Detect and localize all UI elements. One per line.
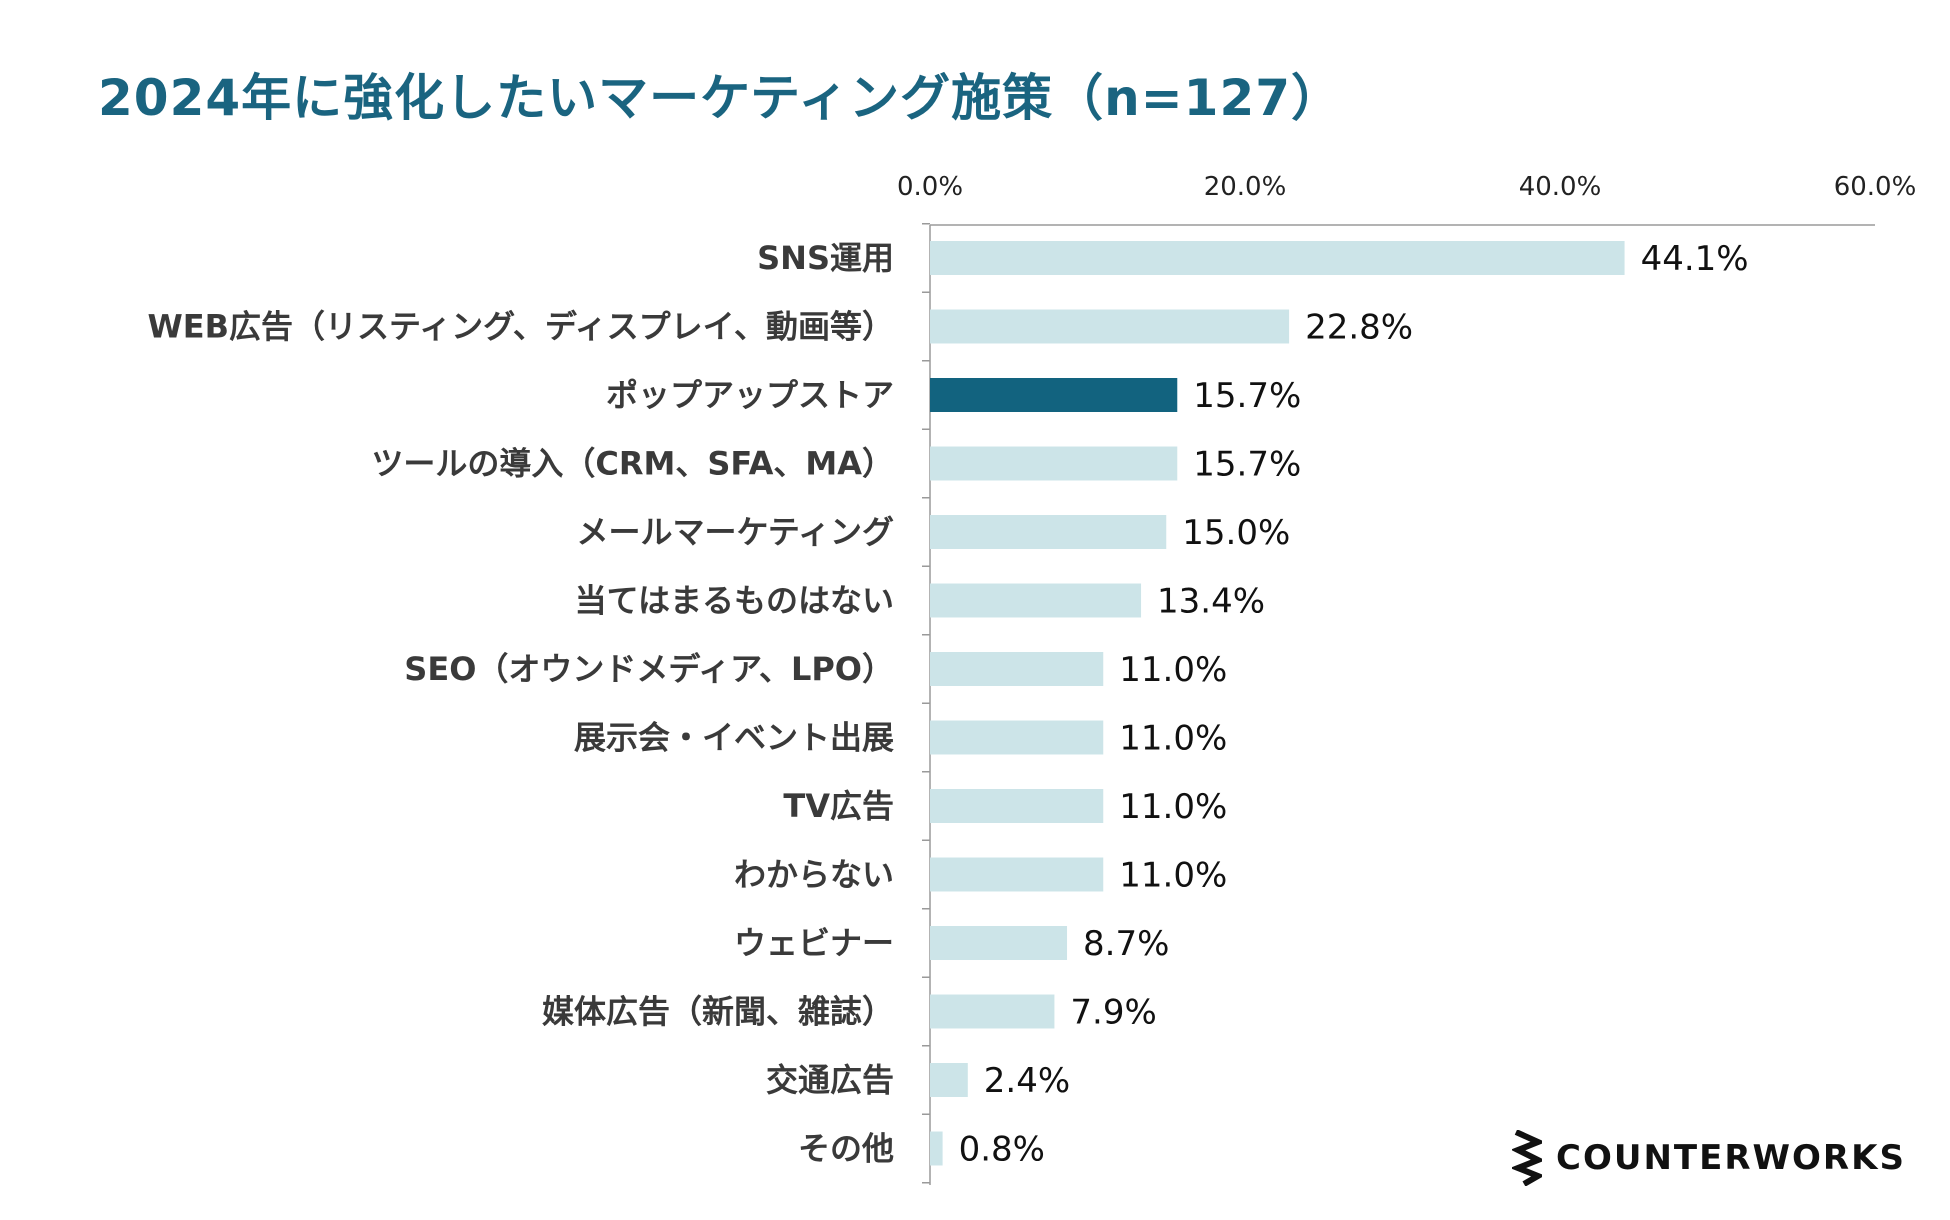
category-label: WEB広告（リスティング、ディスプレイ、動画等） xyxy=(147,308,894,346)
category-label: ポップアップストア xyxy=(606,376,894,414)
category-label: メールマーケティング xyxy=(577,513,894,551)
brand-logo: COUNTERWORKS xyxy=(1512,1130,1906,1186)
bar xyxy=(930,1063,968,1097)
data-label: 11.0% xyxy=(1119,650,1227,690)
category-label: 展示会・イベント出展 xyxy=(574,719,894,757)
data-label: 0.8% xyxy=(959,1130,1045,1170)
data-label: 11.0% xyxy=(1119,719,1227,759)
x-tick-label: 60.0% xyxy=(1834,172,1917,202)
bar xyxy=(930,309,1290,344)
data-label: 15.0% xyxy=(1182,513,1290,553)
bar xyxy=(930,994,1055,1029)
category-label: 交通広告 xyxy=(766,1061,894,1099)
bar xyxy=(930,583,1142,618)
brand-name: COUNTERWORKS xyxy=(1556,1138,1906,1178)
data-label: 44.1% xyxy=(1641,239,1749,279)
bar xyxy=(930,926,1068,960)
category-label: ツールの導入（CRM、SFA、MA） xyxy=(371,445,894,483)
data-label: 2.4% xyxy=(984,1061,1070,1101)
bar xyxy=(930,378,1178,412)
data-label: 11.0% xyxy=(1119,787,1227,827)
category-label: SEO（オウンドメディア、LPO） xyxy=(404,650,894,688)
axes xyxy=(922,223,1875,1185)
bar xyxy=(930,789,1104,823)
data-label: 8.7% xyxy=(1083,924,1169,964)
category-label: ウェビナー xyxy=(734,924,894,962)
category-label: 当てはまるものはない xyxy=(575,582,894,620)
x-tick-label: 20.0% xyxy=(1204,172,1287,202)
category-label: 媒体広告（新聞、雑誌） xyxy=(542,993,894,1031)
category-label: TV広告 xyxy=(783,787,894,825)
bar xyxy=(930,446,1178,481)
data-labels: 44.1%22.8%15.7%15.7%15.0%13.4%11.0%11.0%… xyxy=(959,239,1749,1170)
category-label: SNS運用 xyxy=(757,239,894,277)
bar xyxy=(930,652,1104,686)
x-tick-label: 40.0% xyxy=(1519,172,1602,202)
x-axis-ticks: 0.0% 20.0% 40.0% 60.0% xyxy=(897,172,1916,202)
bar xyxy=(930,857,1104,892)
bars xyxy=(930,241,1625,1166)
zigzag-logo-icon xyxy=(1512,1130,1542,1186)
bar xyxy=(930,720,1104,755)
data-label: 7.9% xyxy=(1070,993,1156,1033)
data-label: 15.7% xyxy=(1193,445,1301,485)
category-label: その他 xyxy=(798,1130,894,1168)
data-label: 13.4% xyxy=(1157,582,1265,622)
data-label: 22.8% xyxy=(1305,308,1413,348)
bar xyxy=(930,1131,943,1166)
bar xyxy=(930,241,1625,275)
chart-title: 2024年に強化したいマーケティング施策（n=127） xyxy=(98,69,1343,127)
x-tick-label: 0.0% xyxy=(897,172,963,202)
category-label: わからない xyxy=(734,856,894,894)
category-labels: SNS運用 WEB広告（リスティング、ディスプレイ、動画等） ポップアップストアツー… xyxy=(147,239,894,1168)
data-label: 15.7% xyxy=(1193,376,1301,416)
bar xyxy=(930,515,1167,549)
data-label: 11.0% xyxy=(1119,856,1227,896)
